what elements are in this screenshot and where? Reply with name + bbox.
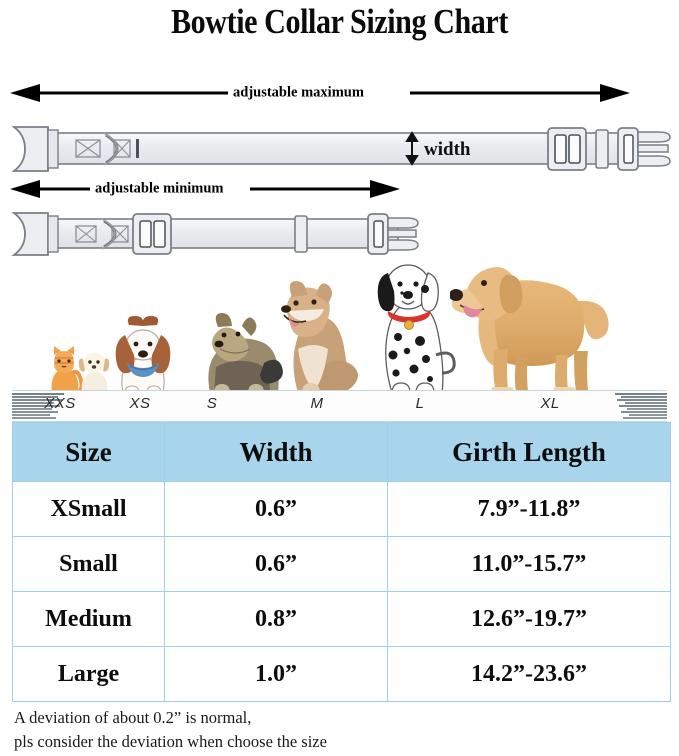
cat-and-puppy-illustration [44, 337, 112, 395]
arrow-bar-right [410, 91, 602, 95]
header-size: Size [12, 422, 165, 482]
adjustable-minimum-label: adjustable minimum [90, 180, 229, 198]
cell-size: Large [12, 646, 165, 702]
page-title: Bowtie Collar Sizing Chart [171, 2, 508, 41]
adjustable-minimum-dimension: adjustable minimum [10, 176, 400, 202]
dalmatian-illustration [362, 259, 458, 395]
size-mark-xs: XS [129, 395, 151, 412]
collar-shortened-illustration [8, 205, 438, 263]
corgi-illustration [190, 307, 286, 395]
size-mark-m: M [310, 395, 324, 412]
table-row: Large 1.0” 14.2”-23.6” [12, 646, 671, 702]
cell-girth: 12.6”-19.7” [387, 591, 671, 647]
arrow-bar-left [38, 91, 238, 95]
table-header-row: Size Width Girth Length [12, 422, 671, 482]
header-width: Width [164, 422, 388, 482]
size-mark-s: S [206, 395, 218, 412]
cell-size: Medium [12, 591, 165, 647]
cell-width: 0.6” [164, 481, 388, 537]
arrow-head-left-icon [10, 180, 40, 198]
arrow-head-right-icon [370, 180, 400, 198]
deviation-note-line1: A deviation of about 0.2” is normal, [14, 708, 252, 727]
cell-size: Small [12, 536, 165, 592]
size-mark-xl: XL [540, 395, 560, 412]
cell-width: 0.8” [164, 591, 388, 647]
size-ruler: XXS XS S M L XL [12, 390, 667, 422]
table-row: Medium 0.8” 12.6”-19.7” [12, 591, 671, 647]
arrow-bar-left [38, 187, 98, 191]
table-row: Small 0.6” 11.0”-15.7” [12, 536, 671, 592]
ruler-ticks-left [12, 391, 74, 421]
adjustable-maximum-label: adjustable maximum [228, 84, 369, 102]
size-table: Size Width Girth Length XSmall 0.6” 7.9”… [12, 422, 671, 702]
cell-width: 1.0” [164, 646, 388, 702]
cell-girth: 7.9”-11.8” [387, 481, 671, 537]
shiba-inu-illustration [268, 277, 360, 395]
table-row: XSmall 0.6” 7.9”-11.8” [12, 481, 671, 537]
size-mark-xxs: XXS [44, 395, 76, 412]
cell-size: XSmall [12, 481, 165, 537]
deviation-note: A deviation of about 0.2” is normal, pls… [14, 706, 664, 754]
collar-extended-illustration: width [8, 118, 672, 180]
cell-width: 0.6” [164, 536, 388, 592]
deviation-note-line2: pls consider the deviation when choose t… [14, 731, 327, 751]
arrow-head-right-icon [600, 84, 630, 102]
header-girth: Girth Length [387, 422, 671, 482]
golden-retriever-illustration [450, 245, 610, 395]
cell-girth: 11.0”-15.7” [387, 536, 671, 592]
size-mark-l: L [415, 395, 425, 412]
cell-girth: 14.2”-23.6” [387, 646, 671, 702]
basset-hound-illustration [105, 313, 181, 395]
animal-size-illustrations [0, 240, 679, 395]
arrow-head-left-icon [10, 84, 40, 102]
svg-text:width: width [424, 139, 471, 160]
adjustable-maximum-dimension: adjustable maximum [10, 80, 630, 106]
ruler-ticks-right [605, 391, 667, 421]
arrow-bar-right [250, 187, 372, 191]
